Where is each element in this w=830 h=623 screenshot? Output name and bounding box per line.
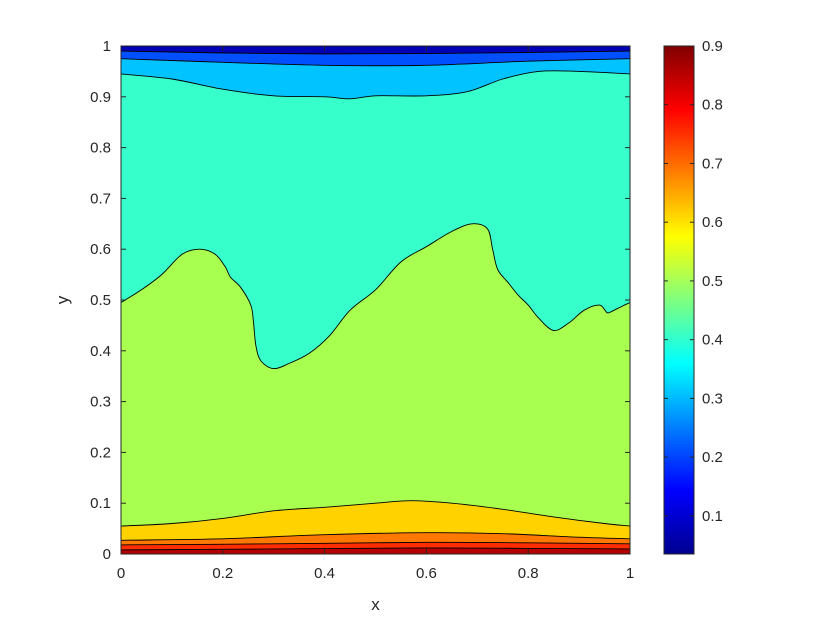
y-tick-label: 0.5 (90, 292, 111, 309)
x-axis-label: x (371, 595, 380, 614)
contour-line-0.9 (121, 547, 630, 551)
contour-fill-0.5 (121, 223, 630, 554)
contour-line-0.7 (121, 532, 630, 541)
colorbar-tick-label: 0.1 (702, 508, 723, 525)
y-tick-label: 0.4 (90, 343, 111, 360)
colorbar-tick-label: 0.4 (702, 332, 723, 349)
x-tick-label: 0.4 (314, 565, 335, 582)
y-tick-label: 0.7 (90, 190, 111, 207)
x-axis: 0 0.2 0.4 0.6 0.8 1 (117, 46, 634, 582)
colorbar-tick-label: 0.9 (702, 38, 723, 55)
colorbar-gradient (664, 46, 694, 554)
contour-line-0.2 (121, 58, 630, 67)
contour-lines (121, 50, 630, 551)
colorbar-tick-label: 0.8 (702, 97, 723, 114)
y-tick-label: 1 (103, 38, 111, 55)
x-tick-label: 0 (117, 565, 125, 582)
colorbar-tick-label: 0.5 (702, 273, 723, 290)
contour-fill-0.1 (121, 46, 630, 54)
contour-line-0.3 (121, 70, 630, 100)
colorbar-ticks: 0.1 0.2 0.3 0.4 0.5 0.6 0.7 0.8 0.9 (664, 38, 723, 525)
colorbar-tick-label: 0.7 (702, 155, 723, 172)
colorbar-tick-label: 0.6 (702, 214, 723, 231)
y-tick-label: 0.8 (90, 140, 111, 157)
x-tick-label: 1 (626, 565, 634, 582)
x-tick-label: 0.6 (416, 565, 437, 582)
colorbar: 0.1 0.2 0.3 0.4 0.5 0.6 0.7 0.8 0.9 (663, 38, 723, 555)
y-tick-label: 0.6 (90, 241, 111, 258)
y-tick-label: 0.3 (90, 394, 111, 411)
contour-line-0.6 (121, 500, 630, 527)
contour-fills (121, 46, 630, 554)
x-tick-label: 0.2 (212, 565, 233, 582)
y-tick-label: 0 (103, 546, 111, 563)
y-axis: 0 0.1 0.2 0.3 0.4 0.5 0.6 0.7 0.8 0.9 1 (90, 38, 630, 563)
contour-line-0.8 (121, 541, 630, 546)
contour-line-0.1 (121, 50, 630, 55)
colorbar-tick-label: 0.3 (702, 390, 723, 407)
y-tick-label: 0.2 (90, 444, 111, 461)
colorbar-frame (663, 45, 695, 555)
x-tick-label: 0.8 (518, 565, 539, 582)
y-axis-label: y (53, 295, 72, 304)
contour-line-0.5 (121, 223, 630, 370)
y-tick-label: 0.9 (90, 89, 111, 106)
colorbar-tick-label: 0.2 (702, 449, 723, 466)
y-tick-label: 0.1 (90, 495, 111, 512)
